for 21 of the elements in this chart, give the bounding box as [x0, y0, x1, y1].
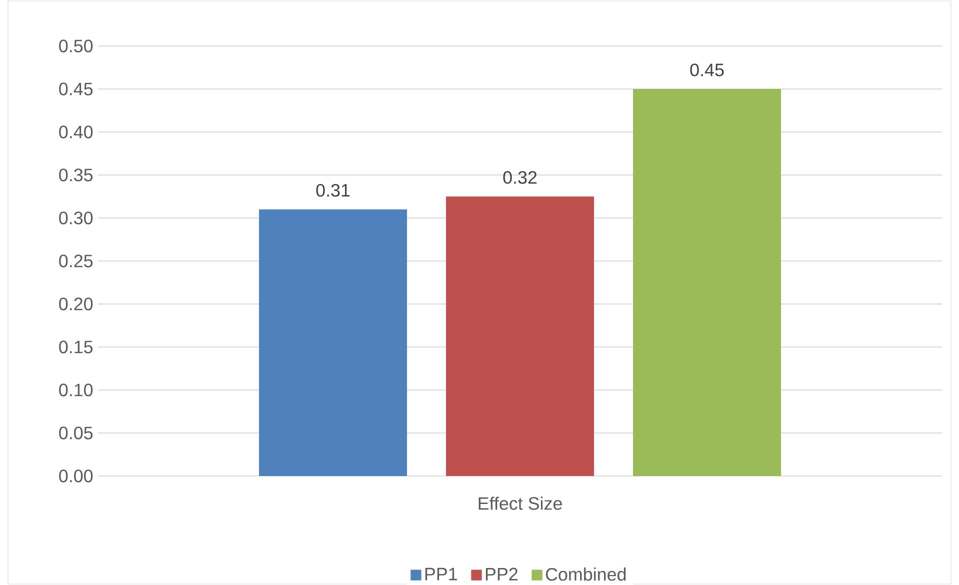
- data-label: 0.31: [316, 184, 350, 197]
- bar: [446, 196, 594, 476]
- bar: [633, 88, 782, 476]
- legend-label: PP1: [425, 568, 457, 580]
- y-tick-label: 0.35: [59, 168, 93, 182]
- y-tick-label: 0.25: [59, 254, 93, 268]
- y-tick-label: 0.05: [59, 426, 93, 440]
- y-tick-label: 0.30: [59, 212, 93, 224]
- legend-label: Combined: [546, 568, 626, 581]
- y-tick-label: 0.45: [59, 82, 93, 96]
- y-tick-label: 0.20: [59, 298, 93, 310]
- y-tick-label: 0.00: [59, 470, 93, 482]
- x-tick-label: Effect Size: [478, 496, 562, 510]
- y-tick-label: 0.40: [59, 126, 93, 138]
- bar: [259, 209, 408, 476]
- y-tick-label: 0.50: [59, 40, 93, 52]
- data-label: 0.45: [690, 64, 724, 76]
- y-tick-label: 0.15: [59, 340, 93, 354]
- legend-label: PP2: [486, 568, 518, 580]
- y-tick-label: 0.10: [59, 384, 93, 396]
- data-label: 0.32: [503, 171, 537, 184]
